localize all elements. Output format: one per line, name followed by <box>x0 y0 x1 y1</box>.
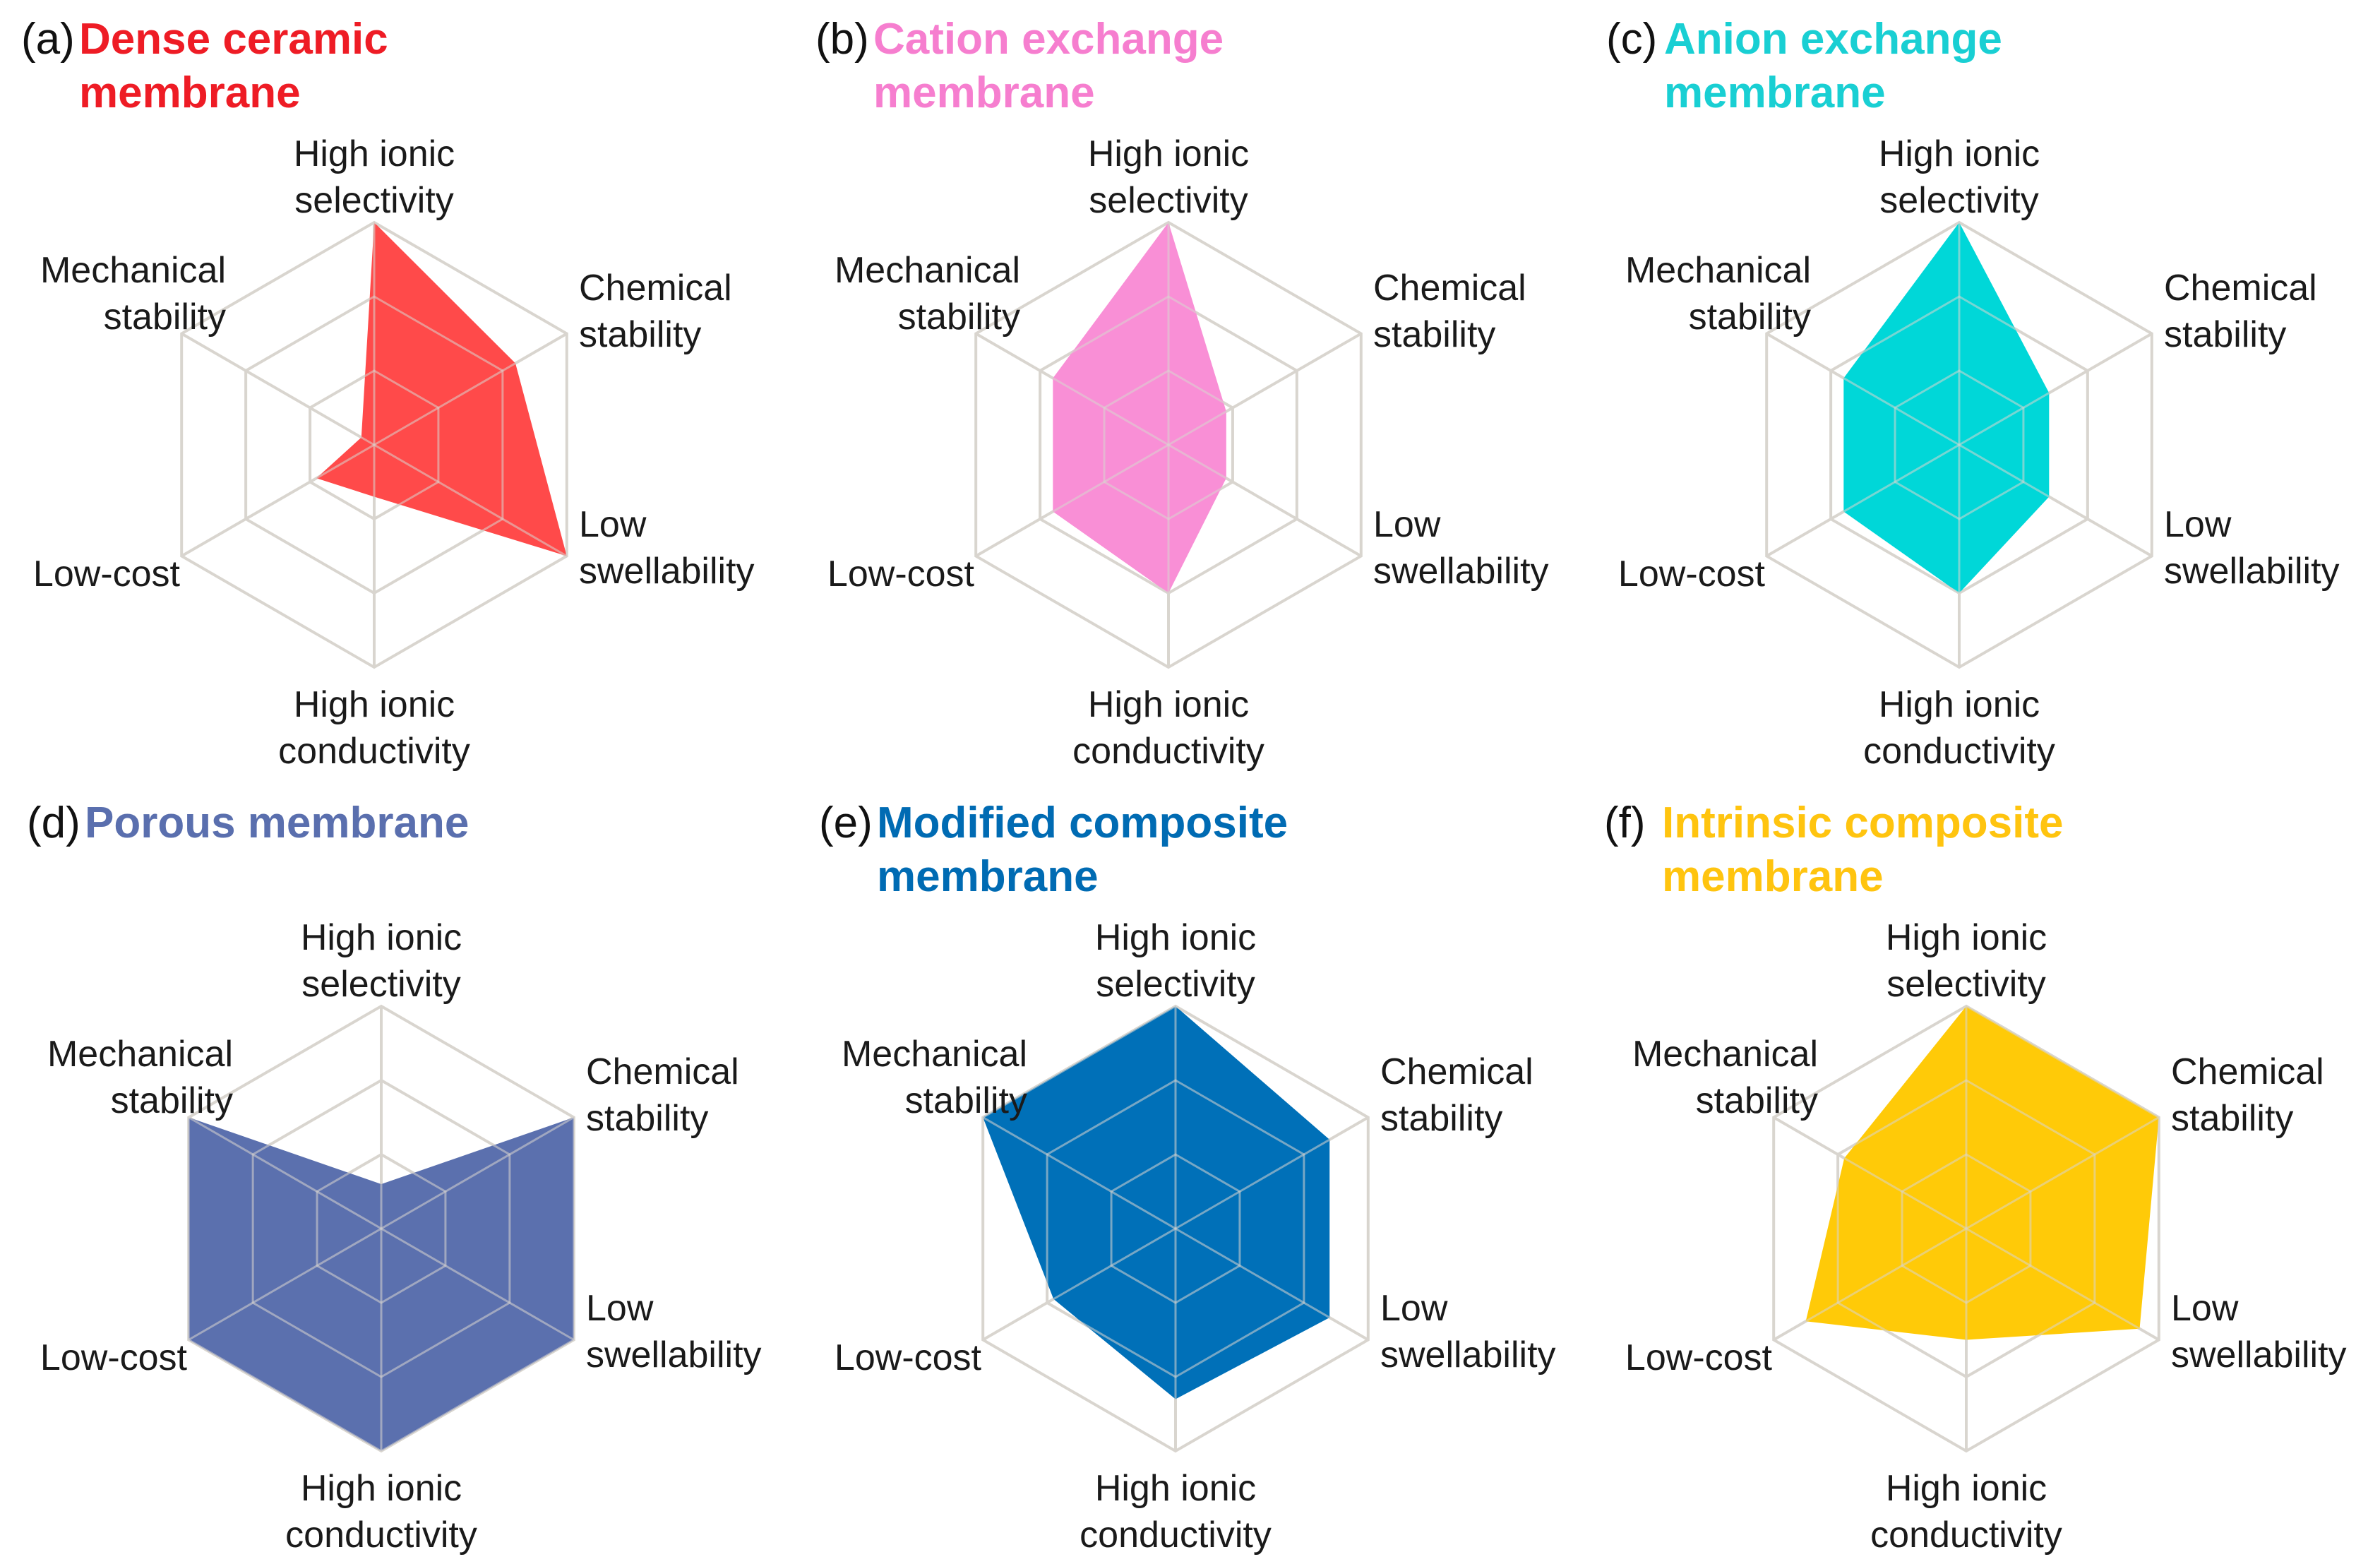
data-area <box>1805 1006 2159 1340</box>
axis-spoke-overlay <box>181 443 375 557</box>
axis-label: High ionic conductivity <box>1863 684 2055 772</box>
panel-title: Cation exchange membrane <box>873 15 1224 117</box>
axis-spoke-overlay <box>1766 333 1960 446</box>
radar-panel: (b) Cation exchange membrane High ionic sele… <box>815 15 1549 772</box>
radar-panel: (a) Dense ceramic membrane High ionic select… <box>21 15 755 772</box>
data-area <box>1843 222 2050 593</box>
radar-panel: (f) Intrinsic composite membrane High ionic… <box>1604 799 2347 1556</box>
axis-label: Low-cost <box>835 1337 982 1378</box>
axis-label: Low swellability <box>2164 504 2340 592</box>
axis-spoke-overlay <box>1168 333 1362 446</box>
axis-spoke-overlay <box>1175 1116 1369 1230</box>
axis-spoke-overlay <box>188 1116 382 1230</box>
axis-label: Mechanical stability <box>1632 1034 1818 1121</box>
axis-label: Chemical stability <box>579 268 732 355</box>
axis-label: Chemical stability <box>1373 268 1526 355</box>
axis-label: High ionic selectivity <box>1095 917 1256 1005</box>
panel-title: Anion exchange membrane <box>1664 15 2002 117</box>
panel-title: Modified composite membrane <box>877 799 1288 901</box>
axis-label: High ionic selectivity <box>1879 133 2040 221</box>
axis-spoke-overlay <box>975 443 1169 557</box>
data-area <box>1053 222 1226 593</box>
panel-label: (c) <box>1606 15 1657 64</box>
axis-label: Mechanical stability <box>835 250 1020 338</box>
axis-spoke-overlay <box>1175 1227 1369 1341</box>
axis-spoke-overlay <box>1966 1116 2160 1230</box>
axis-label: Chemical stability <box>2171 1051 2324 1139</box>
panel-title: Porous membrane <box>85 799 469 847</box>
axis-spoke-overlay <box>1966 1227 2160 1341</box>
axis-spoke-overlay <box>1959 333 2153 446</box>
axis-spoke-overlay <box>373 333 568 446</box>
data-area <box>983 1006 1330 1399</box>
radar-panel: (c) Anion exchange membrane High ionic selec… <box>1606 15 2340 772</box>
axis-label: Chemical stability <box>1380 1051 1533 1139</box>
axis-label: High ionic conductivity <box>1072 684 1264 772</box>
axis-label: Mechanical stability <box>842 1034 1027 1121</box>
axis-label: High ionic selectivity <box>294 133 455 221</box>
axis-label: Mechanical stability <box>1625 250 1811 338</box>
axis-label: Low-cost <box>33 554 181 595</box>
axis-spoke-overlay <box>1959 443 2153 557</box>
radar-panel: (e) Modified composite membrane High ionic s… <box>819 799 1556 1556</box>
axis-label: High ionic conductivity <box>1870 1468 2062 1556</box>
axis-label: High ionic conductivity <box>285 1468 477 1556</box>
axis-label: Low-cost <box>1618 554 1766 595</box>
panel-label: (f) <box>1604 799 1646 847</box>
axis-spoke-overlay <box>188 1227 382 1341</box>
axis-label: Low-cost <box>827 554 975 595</box>
panel-title: Dense ceramic membrane <box>79 15 388 117</box>
axis-label: Chemical stability <box>586 1051 739 1139</box>
panel-title: Intrinsic composite membrane <box>1662 799 2063 901</box>
axis-label: High ionic selectivity <box>301 917 462 1005</box>
axis-spoke-overlay <box>1168 443 1362 557</box>
axis-label: Low swellability <box>586 1288 762 1375</box>
panel-label: (a) <box>21 15 75 64</box>
axis-label: Low swellability <box>2171 1288 2347 1375</box>
panel-label: (b) <box>815 15 869 64</box>
axis-label: High ionic selectivity <box>1088 133 1249 221</box>
axis-spoke-overlay <box>982 1227 1176 1341</box>
axis-label: High ionic conductivity <box>278 684 470 772</box>
panel-label: (d) <box>27 799 80 847</box>
axis-label: Low-cost <box>1625 1337 1773 1378</box>
axis-spoke-overlay <box>373 443 568 557</box>
axis-spoke-overlay <box>975 333 1169 446</box>
axis-spoke-overlay <box>1766 443 1960 557</box>
axis-label: Low swellability <box>579 504 755 592</box>
axis-label: High ionic selectivity <box>1886 917 2047 1005</box>
axis-spoke-overlay <box>381 1116 575 1230</box>
data-area <box>316 222 567 556</box>
radar-panel: (d) Porous membrane High ionic selectivity C… <box>27 799 762 1556</box>
panel-label: (e) <box>819 799 873 847</box>
axis-label: High ionic conductivity <box>1080 1468 1272 1556</box>
axis-label: Chemical stability <box>2164 268 2317 355</box>
axis-label: Low swellability <box>1380 1288 1556 1375</box>
axis-label: Mechanical stability <box>47 1034 233 1121</box>
axis-spoke-overlay <box>381 1227 575 1341</box>
axis-spoke-overlay <box>1773 1116 1967 1230</box>
axis-label: Mechanical stability <box>40 250 226 338</box>
axis-spoke-overlay <box>982 1116 1176 1230</box>
axis-spoke-overlay <box>181 333 375 446</box>
axis-label: Low swellability <box>1373 504 1549 592</box>
axis-label: Low-cost <box>40 1337 188 1378</box>
